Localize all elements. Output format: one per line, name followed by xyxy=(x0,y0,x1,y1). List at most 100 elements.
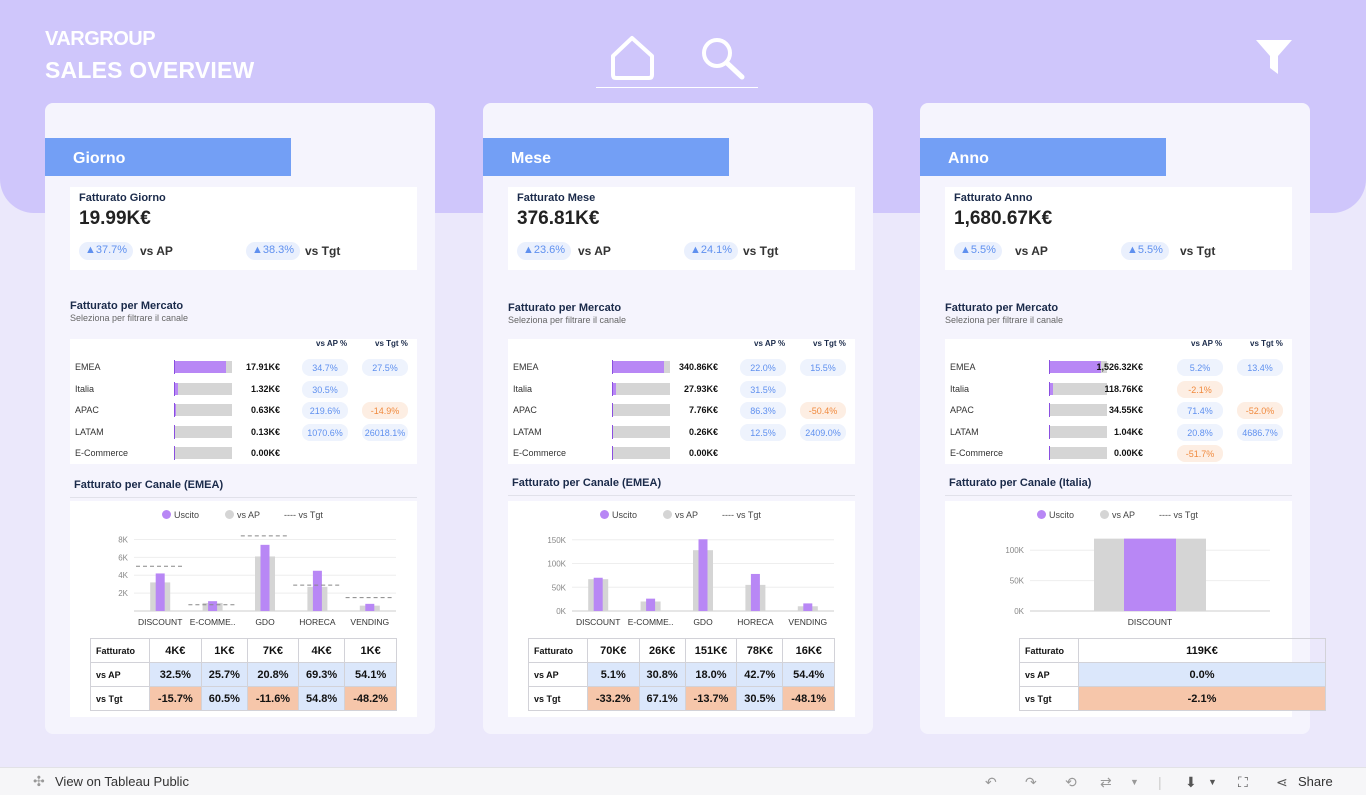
home-icon[interactable] xyxy=(610,34,656,85)
table-cell: 0.0% xyxy=(1078,662,1326,687)
market-row-apac[interactable]: APAC 34.55K€ 71.4% -52.0% xyxy=(945,400,1292,422)
market-bar xyxy=(1049,360,1107,374)
chevron-down-icon[interactable]: ▼ xyxy=(1130,777,1139,787)
revert-icon[interactable]: ⟲ xyxy=(1065,774,1077,790)
market-row-latam[interactable]: LATAM 1.04K€ 20.8% 4686.7% xyxy=(945,422,1292,444)
bar-uscito xyxy=(260,544,270,611)
redo-icon[interactable]: ↷ xyxy=(1025,774,1037,790)
market-tgt-chip: 2409.0% xyxy=(800,423,846,441)
kpi-label: Fatturato Mese xyxy=(517,192,596,204)
download-icon[interactable]: ⬇ xyxy=(1185,774,1197,790)
kpi-box: Fatturato Mese 376.81K€ ▲23.6% vs AP ▲24.1% v… xyxy=(508,187,855,270)
legend-vsap: vs AP xyxy=(225,510,260,520)
share-icon[interactable]: ⋖ xyxy=(1276,774,1288,790)
market-row-e-commerce[interactable]: E-Commerce 0.00K€ -51.7% xyxy=(945,443,1292,465)
filter-icon[interactable] xyxy=(1254,38,1294,81)
market-row-latam[interactable]: LATAM 0.13K€ 1070.6% 26018.1% xyxy=(70,422,417,444)
x-category-label: HORECA xyxy=(737,617,774,627)
view-on-tableau-link[interactable]: View on Tableau Public xyxy=(55,774,189,789)
legend-uscito-label: Uscito xyxy=(174,510,200,520)
kpi-box: Fatturato Anno 1,680.67K€ ▲5.5% vs AP ▲5.5% v… xyxy=(945,187,1292,270)
market-ap-chip: 5.2% xyxy=(1177,359,1223,376)
y-tick-label: 50K xyxy=(552,583,567,592)
y-tick-label: 0K xyxy=(556,607,566,616)
market-bar-tick xyxy=(612,381,613,396)
share-button[interactable]: Share xyxy=(1298,774,1333,789)
market-row-emea[interactable]: EMEA 17.91K€ 34.7% 27.5% xyxy=(70,357,417,379)
market-bar-tick xyxy=(612,446,613,460)
fullscreen-icon[interactable]: ⛶ xyxy=(1238,774,1248,790)
legend-uscito: Uscito xyxy=(162,510,199,520)
bar-uscito xyxy=(312,570,322,611)
market-bar-tick xyxy=(1049,446,1050,460)
market-bar xyxy=(1049,446,1107,460)
market-bar-tick xyxy=(174,360,175,374)
col-header-tgt: vs Tgt % xyxy=(813,339,846,348)
market-row-e-commerce[interactable]: E-Commerce 0.00K€ xyxy=(70,443,417,465)
x-category-label: GDO xyxy=(255,617,275,627)
divider: | xyxy=(1158,774,1162,790)
market-row-italia[interactable]: Italia 118.76K€ -2.1% xyxy=(945,379,1292,401)
search-icon[interactable] xyxy=(700,36,746,87)
legend-uscito-label: Uscito xyxy=(612,510,638,520)
refresh-icon[interactable]: ⇄ xyxy=(1100,774,1112,790)
chevron-down-icon[interactable]: ▼ xyxy=(1208,777,1217,787)
bar-uscito xyxy=(155,573,165,611)
table-cell: 18.0% xyxy=(684,662,738,687)
row-label: Fatturato xyxy=(1019,638,1079,663)
x-category-label: E-COMME.. xyxy=(190,617,236,627)
legend-vsap: vs AP xyxy=(1100,510,1135,520)
x-category-label: GDO xyxy=(693,617,713,627)
canale-title: Fatturato per Canale (EMEA) xyxy=(512,477,662,489)
canale-chart: Uscito vs AP ---- vs Tgt 150K 100K 50K 0K DISCO… xyxy=(508,501,855,717)
market-row-italia[interactable]: Italia 1.32K€ 30.5% xyxy=(70,379,417,401)
market-name: LATAM xyxy=(75,426,104,437)
market-name: E-Commerce xyxy=(75,448,129,458)
row-label: vs AP xyxy=(1019,662,1079,687)
market-name: LATAM xyxy=(513,426,542,437)
table-row-ap: vs AP 32.5% 25.7% 20.8% 69.3% 54.1% xyxy=(90,662,397,687)
market-name: Italia xyxy=(75,383,95,394)
row-label: Fatturato xyxy=(528,638,588,663)
market-row-e-commerce[interactable]: E-Commerce 0.00K€ xyxy=(508,443,855,465)
bar-uscito xyxy=(593,577,603,611)
undo-icon[interactable]: ↶ xyxy=(985,774,997,790)
mercato-subtitle: Seleziona per filtrare il canale xyxy=(70,313,189,323)
market-row-emea[interactable]: EMEA 1,526.32K€ 5.2% 13.4% xyxy=(945,357,1292,379)
market-row-apac[interactable]: APAC 0.63K€ 219.6% -14.9% xyxy=(70,400,417,422)
table-cell: 7K€ xyxy=(247,638,299,663)
market-ap-chip: 12.5% xyxy=(740,423,786,441)
col-header-ap: vs AP % xyxy=(754,339,786,348)
kpi-tgt-badge: ▲38.3% xyxy=(246,242,301,260)
table-cell: -33.2% xyxy=(587,686,640,711)
bar-uscito xyxy=(208,601,218,611)
row-label: vs Tgt xyxy=(1019,686,1079,711)
canale-header: Fatturato per Canale (EMEA) xyxy=(508,468,855,496)
market-name: Italia xyxy=(513,383,533,394)
col-header-ap: vs AP % xyxy=(316,339,348,348)
market-row-emea[interactable]: EMEA 340.86K€ 22.0% 15.5% xyxy=(508,357,855,379)
market-tgt-chip: 13.4% xyxy=(1237,359,1283,376)
table-cell: 16K€ xyxy=(782,638,835,663)
legend-vstgt-label: ---- vs Tgt xyxy=(1159,510,1198,520)
market-row-apac[interactable]: APAC 7.76K€ 86.3% -50.4% xyxy=(508,400,855,422)
market-bar xyxy=(174,403,232,417)
market-bar-fill xyxy=(612,382,617,395)
mercato-table: vs AP % vs Tgt % EMEA 340.86K€ 22.0% 15.5% Ita… xyxy=(508,339,855,464)
mercato-title: Fatturato per Mercato xyxy=(70,300,184,312)
market-bar-tick xyxy=(612,424,613,439)
y-tick-label: 2K xyxy=(118,589,128,598)
canale-header: Fatturato per Canale (EMEA) xyxy=(70,470,417,498)
market-bar-tick xyxy=(1049,424,1050,439)
table-cell: 20.8% xyxy=(247,662,299,687)
y-tick-label: 6K xyxy=(118,553,128,562)
market-bar-tick xyxy=(174,446,175,460)
table-cell: 54.4% xyxy=(782,662,835,687)
bar-chart-svg: 100K 50K 0K DISCOUNT xyxy=(1005,538,1270,627)
legend-uscito-label: Uscito xyxy=(1049,510,1075,520)
market-bar-fill xyxy=(1049,361,1102,373)
market-row-latam[interactable]: LATAM 0.26K€ 12.5% 2409.0% xyxy=(508,422,855,444)
market-row-italia[interactable]: Italia 27.93K€ 31.5% xyxy=(508,379,855,401)
table-row-fatt: Fatturato 70K€ 26K€ 151K€ 78K€ 16K€ xyxy=(528,638,835,663)
legend-vsap-label: vs AP xyxy=(1112,510,1136,520)
